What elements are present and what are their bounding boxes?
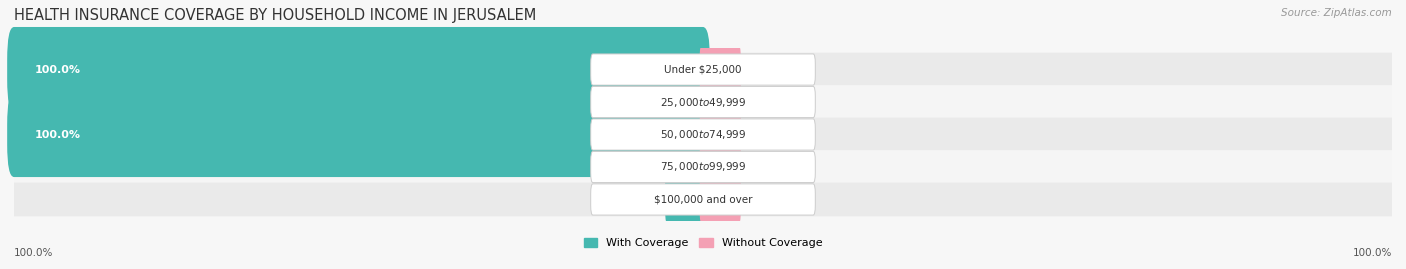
FancyBboxPatch shape xyxy=(7,27,710,112)
Text: 100.0%: 100.0% xyxy=(1353,248,1392,258)
Text: 100.0%: 100.0% xyxy=(14,248,53,258)
FancyBboxPatch shape xyxy=(591,184,815,215)
FancyBboxPatch shape xyxy=(591,119,815,150)
Text: 0.0%: 0.0% xyxy=(748,194,775,204)
FancyBboxPatch shape xyxy=(591,54,815,85)
Text: $50,000 to $74,999: $50,000 to $74,999 xyxy=(659,128,747,141)
Text: $25,000 to $49,999: $25,000 to $49,999 xyxy=(659,95,747,108)
FancyBboxPatch shape xyxy=(591,151,815,183)
Text: Source: ZipAtlas.com: Source: ZipAtlas.com xyxy=(1281,8,1392,18)
Text: 100.0%: 100.0% xyxy=(35,65,80,75)
FancyBboxPatch shape xyxy=(14,85,1392,119)
Text: $100,000 and over: $100,000 and over xyxy=(654,194,752,204)
Legend: With Coverage, Without Coverage: With Coverage, Without Coverage xyxy=(579,233,827,253)
FancyBboxPatch shape xyxy=(7,92,710,177)
Text: 0.0%: 0.0% xyxy=(748,65,775,75)
Text: 0.0%: 0.0% xyxy=(748,162,775,172)
Text: Under $25,000: Under $25,000 xyxy=(664,65,742,75)
FancyBboxPatch shape xyxy=(700,76,741,128)
Text: 100.0%: 100.0% xyxy=(35,129,80,140)
FancyBboxPatch shape xyxy=(14,150,1392,184)
FancyBboxPatch shape xyxy=(700,43,741,96)
FancyBboxPatch shape xyxy=(665,141,706,193)
FancyBboxPatch shape xyxy=(700,108,741,161)
FancyBboxPatch shape xyxy=(665,76,706,128)
FancyBboxPatch shape xyxy=(14,53,1392,86)
FancyBboxPatch shape xyxy=(700,141,741,193)
Text: 0.0%: 0.0% xyxy=(631,162,658,172)
Text: $75,000 to $99,999: $75,000 to $99,999 xyxy=(659,161,747,174)
FancyBboxPatch shape xyxy=(14,183,1392,216)
FancyBboxPatch shape xyxy=(591,86,815,118)
Text: 0.0%: 0.0% xyxy=(748,97,775,107)
Text: 0.0%: 0.0% xyxy=(631,97,658,107)
Text: 0.0%: 0.0% xyxy=(631,194,658,204)
FancyBboxPatch shape xyxy=(14,118,1392,151)
Text: 0.0%: 0.0% xyxy=(748,129,775,140)
FancyBboxPatch shape xyxy=(700,173,741,226)
Text: HEALTH INSURANCE COVERAGE BY HOUSEHOLD INCOME IN JERUSALEM: HEALTH INSURANCE COVERAGE BY HOUSEHOLD I… xyxy=(14,8,536,23)
FancyBboxPatch shape xyxy=(665,173,706,226)
